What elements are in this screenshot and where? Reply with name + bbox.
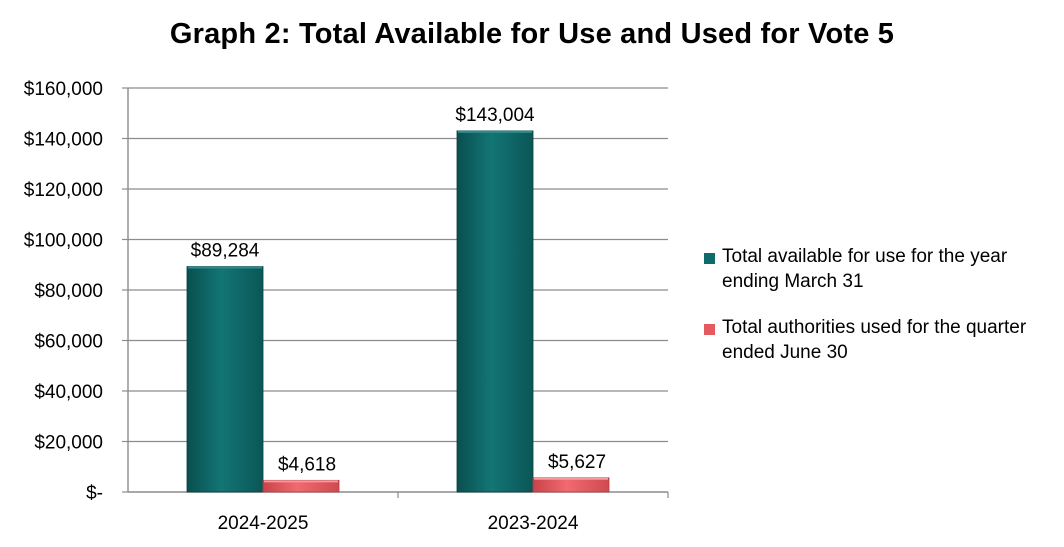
bar-available-20232024 (456, 130, 534, 493)
chart-title: Graph 2: Total Available for Use and Use… (169, 18, 895, 50)
y-tick-label-8: $160,000 (24, 79, 103, 100)
y-tick-label-5: $100,000 (24, 231, 103, 252)
legend: Total available for use for the year end… (704, 244, 1054, 386)
y-tick-label-3: $60,000 (34, 332, 103, 353)
x-tick-label-0: 2024-2025 (218, 513, 309, 534)
y-tick-label-1: $20,000 (34, 433, 103, 454)
y-tick-label-2: $40,000 (34, 382, 103, 403)
y-tick-label-6: $120,000 (24, 180, 103, 201)
bar-top-available-20232024 (458, 130, 532, 133)
data-label-available-20232024: $143,004 (455, 105, 535, 126)
bar-top-used-20242025 (264, 480, 338, 483)
legend-item-used: Total authorities used for the quarter e… (704, 315, 1054, 365)
legend-swatch-used (704, 324, 715, 335)
bar-top-available-20242025 (188, 266, 262, 269)
legend-item-available: Total available for use for the year end… (704, 244, 1054, 294)
data-label-available-20242025: $89,284 (191, 241, 260, 262)
x-tick-label-1: 2023-2024 (488, 513, 579, 534)
legend-swatch-available (704, 253, 715, 264)
data-label-used-20242025: $4,618 (278, 454, 336, 475)
bar-available-20242025 (186, 266, 264, 493)
legend-label-used: Total authorities used for the quarter e… (722, 317, 1027, 363)
legend-label-available: Total available for use for the year end… (722, 246, 1008, 292)
y-tick-label-7: $140,000 (24, 130, 103, 151)
data-label-used-20232024: $5,627 (548, 452, 606, 473)
y-tick-label-0: $- (86, 483, 103, 504)
bar-top-used-20232024 (534, 477, 608, 480)
bar-used-20232024 (532, 477, 610, 493)
y-tick-label-4: $80,000 (34, 281, 103, 302)
